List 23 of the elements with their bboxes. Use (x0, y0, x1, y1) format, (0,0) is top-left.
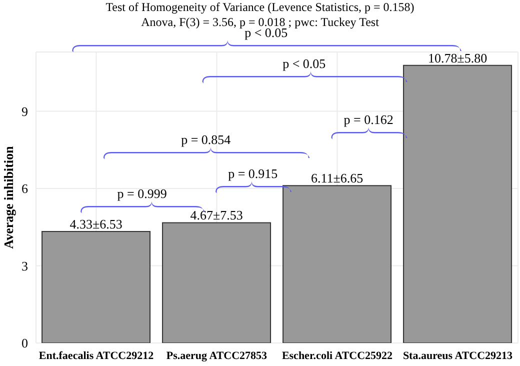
chart-title: Test of Homogeneity of Variance (Levence Statistics, p = 0.158) (106, 0, 414, 14)
annotation: p = 0.999 (117, 186, 167, 201)
data-label: 6.11±6.65 (310, 170, 364, 186)
bar (282, 185, 392, 343)
annotation: p = 0.915 (228, 166, 278, 181)
bar (42, 230, 151, 343)
y-tick-label: 0 (22, 336, 28, 351)
bar (162, 222, 272, 343)
x-tick-label: Sta.aureus ATCC29213 (402, 350, 514, 362)
x-tick-label: Escher.coli ATCC25922 (282, 350, 394, 362)
y-tick-label: 9 (22, 104, 28, 119)
x-tick-label: Ps.aerug ATCC27853 (166, 350, 268, 362)
data-label: 10.78±5.80 (428, 50, 488, 66)
bar (403, 64, 512, 343)
data-label: 4.67±7.53 (190, 208, 243, 223)
y-axis-title: Average inhibition (1, 145, 16, 249)
annotation: p = 0.854 (181, 132, 232, 147)
x-tick-label: Ent.faecalis ATCC29212 (38, 350, 154, 362)
y-tick-label: 6 (22, 181, 28, 196)
annotation: p = 0.162 (344, 112, 394, 127)
y-tick-label: 3 (22, 258, 28, 274)
annotation: p < 0.05 (282, 56, 326, 71)
data-label: 4.33±6.53 (70, 216, 122, 232)
